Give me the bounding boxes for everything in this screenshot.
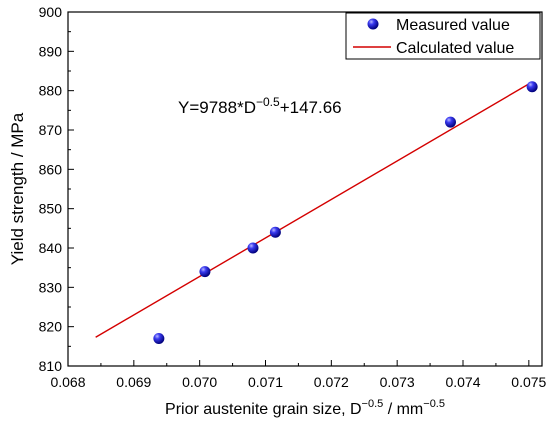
y-tick-label: 890 [39,43,63,59]
measured-data-point [199,266,211,278]
legend-label-calculated: Calculated value [396,40,514,57]
calculated-fit-line [95,81,533,338]
y-tick-label: 870 [39,122,63,138]
legend-label-measured: Measured value [396,17,510,34]
x-tick-label: 0.074 [445,374,480,390]
x-tick-label: 0.070 [182,374,217,390]
y-tick-label: 830 [39,279,63,295]
x-axis-title-unit: / mm [383,401,423,418]
x-tick-label: 0.072 [314,374,349,390]
equation-annotation: Y=9788*D−0.5+147.66 [178,95,342,117]
y-tick-label: 880 [39,83,63,99]
data-layer [95,81,538,344]
x-axis-title: Prior austenite grain size, D−0.5 / mm−0… [165,398,445,418]
measured-data-point [153,332,165,344]
y-tick-label: 810 [39,358,63,374]
y-tick-label: 840 [39,240,63,256]
legend-marker-measured [367,18,379,30]
measured-data-point [526,81,538,93]
measured-data-point [247,242,259,254]
x-tick-label: 0.068 [50,374,85,390]
y-tick-label: 850 [39,201,63,217]
ticks-layer: 0.068 0.069 0.070 0.071 0.072 0.073 0.074 0.075… [39,4,547,390]
x-axis-title-main: Prior austenite grain size, D [165,401,362,418]
x-tick-label: 0.071 [248,374,283,390]
equation-prefix: Y=9788*D [178,98,256,117]
x-axis-title-exp2: −0.5 [423,398,445,410]
equation-exponent: −0.5 [256,95,280,109]
x-tick-label: 0.073 [380,374,415,390]
x-tick-label: 0.075 [511,374,546,390]
measured-data-point [269,226,281,238]
y-tick-label: 900 [39,4,63,20]
legend: Measured value Calculated value [345,12,541,60]
y-axis-title: Yield strength / MPa [8,112,27,265]
equation-suffix: +147.66 [280,98,342,117]
measured-data-point [444,116,456,128]
legend-box [345,12,541,60]
x-axis-title-exp1: −0.5 [362,398,384,410]
x-tick-label: 0.069 [116,374,151,390]
y-tick-label: 860 [39,161,63,177]
plot-frame [67,11,543,367]
y-tick-label: 820 [39,319,63,335]
